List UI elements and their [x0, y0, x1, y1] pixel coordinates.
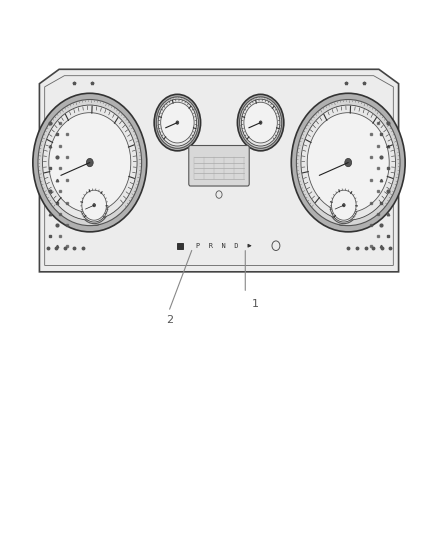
Circle shape: [82, 190, 106, 220]
Circle shape: [80, 188, 108, 222]
Circle shape: [343, 204, 345, 207]
Circle shape: [330, 188, 358, 222]
Circle shape: [161, 102, 194, 143]
Circle shape: [327, 185, 360, 225]
Circle shape: [79, 187, 110, 224]
Circle shape: [328, 187, 359, 224]
Circle shape: [78, 185, 111, 225]
Circle shape: [291, 93, 405, 232]
Circle shape: [301, 105, 396, 220]
Circle shape: [156, 97, 198, 148]
Circle shape: [49, 112, 131, 213]
Circle shape: [154, 94, 201, 151]
Circle shape: [86, 158, 93, 167]
FancyBboxPatch shape: [189, 146, 249, 186]
Circle shape: [38, 100, 141, 225]
Circle shape: [332, 190, 356, 220]
Circle shape: [237, 94, 284, 151]
Text: 1: 1: [252, 299, 259, 309]
Polygon shape: [39, 69, 399, 272]
Circle shape: [93, 204, 95, 207]
Circle shape: [241, 99, 280, 146]
Text: P  R  N  D: P R N D: [195, 243, 238, 249]
FancyBboxPatch shape: [177, 243, 183, 249]
Circle shape: [158, 99, 197, 146]
Circle shape: [259, 121, 262, 124]
Circle shape: [345, 158, 352, 167]
Circle shape: [244, 102, 277, 143]
Circle shape: [42, 105, 137, 220]
Circle shape: [33, 93, 147, 232]
Circle shape: [176, 121, 179, 124]
Text: 2: 2: [166, 315, 173, 325]
Circle shape: [297, 100, 400, 225]
Circle shape: [240, 97, 282, 148]
Circle shape: [307, 112, 389, 213]
